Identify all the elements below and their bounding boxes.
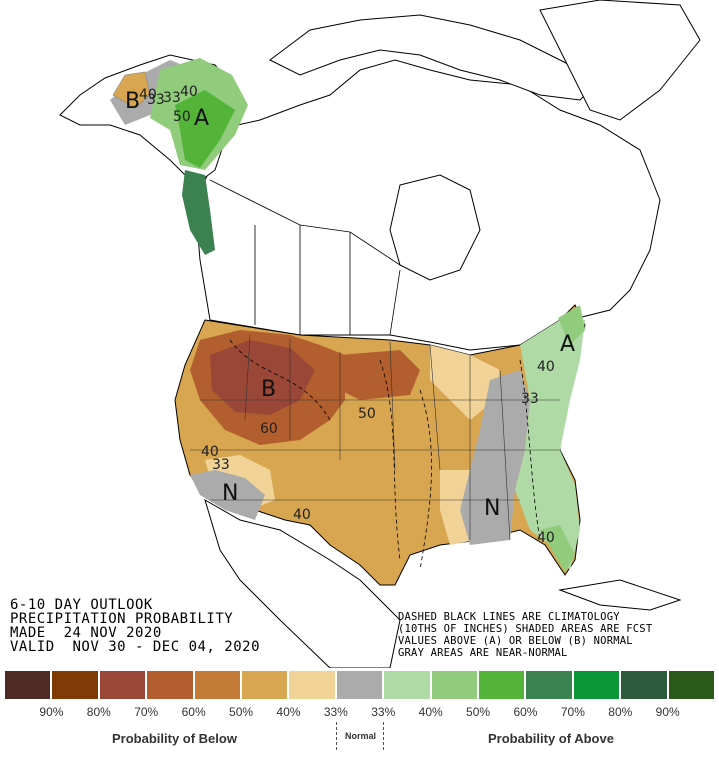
midwest-light-tan (430, 345, 500, 420)
west-60-label: 60 (260, 421, 278, 437)
legend-tick-4: 50% (229, 705, 254, 719)
alaska-33b-label: 33 (163, 90, 181, 106)
legend-swatch-10 (478, 670, 526, 700)
legend-tick-3: 60% (181, 705, 206, 719)
legend-tick-8: 40% (418, 705, 443, 719)
legend-swatch-0 (4, 670, 52, 700)
legend-swatch-3 (146, 670, 194, 700)
legend-swatch-13 (620, 670, 668, 700)
climatology-lines (229, 339, 541, 571)
alaska-33a-label: 33 (147, 92, 165, 108)
south-40-label: 40 (293, 507, 311, 523)
alaska-a-label: A (194, 106, 209, 131)
probability-above-label: Probability of Above (488, 731, 614, 746)
probability-below-label: Probability of Below (112, 731, 237, 746)
state-lines (190, 334, 560, 541)
east-gray (460, 370, 530, 545)
southeast-n-label: N (484, 496, 500, 521)
legend-tick-7: 33% (371, 705, 396, 719)
legend-swatch-5 (241, 670, 289, 700)
legend-swatch-4 (193, 670, 242, 700)
mexico-land (204, 498, 401, 668)
legend-swatch-7 (335, 670, 384, 700)
legend-tick-9: 50% (466, 705, 491, 719)
probability-color-legend (4, 670, 716, 700)
probability-tick-labels: 90% 80% 70% 60% 50% 40% 33% 33% 40% 50% 60% 70% 80% 9… (4, 705, 715, 719)
plains-50-label: 50 (358, 406, 376, 422)
outlook-subtitle: PRECIPITATION PROBABILITY (10, 611, 234, 627)
legend-tick-11: 70% (560, 705, 585, 719)
alaska-50-label: 50 (173, 109, 191, 125)
legend-note-block: DASHED BLACK LINES ARE CLIMATOLOGY (10TH… (398, 611, 652, 659)
legend-tick-10: 60% (513, 705, 538, 719)
legend-tick-1: 80% (86, 705, 111, 719)
alaska-green-dark (175, 90, 235, 168)
legend-swatch-6 (288, 670, 336, 700)
legend-swatch-1 (51, 670, 99, 700)
note-line-2: (10THS OF INCHES) SHADED AREAS ARE FCST (398, 623, 653, 635)
alaska-b-label: B (125, 89, 140, 114)
east-green-mid (540, 525, 575, 572)
hudson-bay (389, 174, 481, 281)
arctic-islands (269, 14, 601, 101)
legend-swatch-14 (667, 670, 716, 700)
outlook-title-block: 6-10 DAY OUTLOOK PRECIPITATION PROBABILI… (10, 598, 260, 654)
florida-40-label: 40 (537, 530, 555, 546)
east-33-label: 33 (521, 391, 539, 407)
southwest-n-label: N (222, 481, 238, 506)
normal-divider-left (336, 722, 337, 750)
legend-tick-2: 70% (134, 705, 159, 719)
plains-brown-50 (340, 350, 420, 400)
west-b-label: B (261, 377, 276, 402)
legend-swatch-2 (98, 670, 147, 700)
note-line-1: DASHED BLACK LINES ARE CLIMATOLOGY (398, 611, 620, 623)
sw-gray (190, 470, 265, 520)
west-33-label: 33 (212, 457, 230, 473)
ne-green (558, 305, 585, 345)
legend-swatch-11 (525, 670, 573, 700)
alaska-40-label: 40 (139, 87, 157, 103)
legend-swatch-8 (383, 670, 431, 700)
alaska-brown (112, 71, 151, 109)
cuba (558, 579, 682, 611)
east-a-label: A (560, 332, 575, 357)
made-date: MADE 24 NOV 2020 (10, 625, 162, 641)
panhandle (182, 170, 215, 255)
east-40-label: 40 (537, 359, 555, 375)
legend-swatch-12 (572, 670, 621, 700)
normal-divider-right (383, 722, 384, 750)
legend-tick-12: 80% (608, 705, 633, 719)
legend-tick-6: 33% (323, 705, 348, 719)
province-lines (209, 179, 401, 336)
east-green-light (515, 320, 585, 570)
note-line-3: VALUES ABOVE (A) OR BELOW (B) NORMAL (398, 635, 633, 647)
legend-tick-13: 90% (655, 705, 680, 719)
legend-swatch-9 (430, 670, 479, 700)
legend-tick-0: 90% (39, 705, 64, 719)
west-brown-60 (210, 340, 315, 415)
note-line-4: GRAY AREAS ARE NEAR-NORMAL (398, 647, 568, 659)
normal-label: Normal (345, 731, 377, 741)
outlook-title: 6-10 DAY OUTLOOK (10, 597, 153, 613)
legend-tick-5: 40% (276, 705, 301, 719)
greenland (539, 0, 701, 121)
precipitation-outlook-map: B 40 33 33 40 50 A B 60 40 33 N 40 50 N … (59, 0, 701, 668)
west-40-label: 40 (201, 444, 219, 460)
alaska-40b-label: 40 (180, 84, 198, 100)
valid-range: VALID NOV 30 - DEC 04, 2020 (10, 639, 261, 655)
